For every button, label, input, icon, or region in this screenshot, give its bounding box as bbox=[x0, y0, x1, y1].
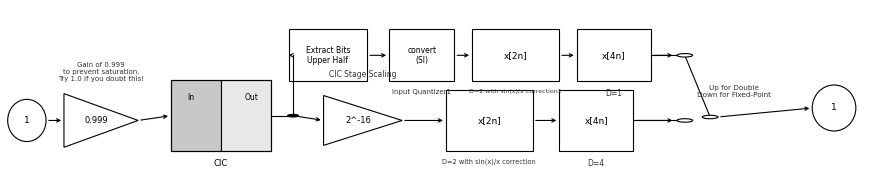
Polygon shape bbox=[323, 96, 402, 145]
Text: D=1: D=1 bbox=[605, 89, 622, 98]
Text: Gain of 0.999
to prevent saturation.
Try 1.0 if you doubt this!: Gain of 0.999 to prevent saturation. Try… bbox=[58, 62, 144, 82]
Bar bbox=[221, 80, 271, 151]
Circle shape bbox=[677, 119, 693, 122]
Circle shape bbox=[288, 114, 298, 117]
Text: x[2n]: x[2n] bbox=[503, 51, 527, 60]
Bar bbox=[559, 90, 634, 151]
Ellipse shape bbox=[812, 85, 856, 131]
Text: CIC Stage Scaling: CIC Stage Scaling bbox=[329, 70, 397, 79]
Text: 0.999: 0.999 bbox=[85, 116, 108, 125]
Text: x[2n]: x[2n] bbox=[477, 116, 501, 125]
Text: Up for Double
Down for Fixed-Point: Up for Double Down for Fixed-Point bbox=[697, 85, 771, 98]
Text: Extract Bits
Upper Half: Extract Bits Upper Half bbox=[306, 46, 350, 65]
Bar bbox=[288, 30, 367, 81]
Text: x[4n]: x[4n] bbox=[602, 51, 626, 60]
Text: Out: Out bbox=[244, 93, 258, 102]
Text: 1: 1 bbox=[831, 103, 837, 113]
Bar bbox=[577, 30, 651, 81]
Text: 2^-16: 2^-16 bbox=[345, 116, 371, 125]
Text: x[4n]: x[4n] bbox=[585, 116, 608, 125]
Text: D=2 with sin(x)/x correction: D=2 with sin(x)/x correction bbox=[442, 159, 537, 165]
Polygon shape bbox=[64, 94, 138, 147]
Text: 1: 1 bbox=[24, 116, 30, 125]
Text: Input Quantizer1: Input Quantizer1 bbox=[392, 89, 451, 95]
Ellipse shape bbox=[8, 99, 46, 141]
Circle shape bbox=[677, 54, 693, 57]
Text: D=2 with sin(x)/x correction1: D=2 with sin(x)/x correction1 bbox=[469, 89, 562, 94]
Text: In: In bbox=[187, 93, 195, 102]
Circle shape bbox=[703, 115, 718, 119]
Text: D=4: D=4 bbox=[587, 159, 605, 168]
Bar bbox=[170, 80, 271, 151]
Bar bbox=[472, 30, 559, 81]
Text: convert
(SI): convert (SI) bbox=[407, 46, 436, 65]
Bar bbox=[446, 90, 533, 151]
Bar bbox=[389, 30, 454, 81]
Text: CIC: CIC bbox=[214, 159, 228, 168]
Bar bbox=[170, 80, 221, 151]
